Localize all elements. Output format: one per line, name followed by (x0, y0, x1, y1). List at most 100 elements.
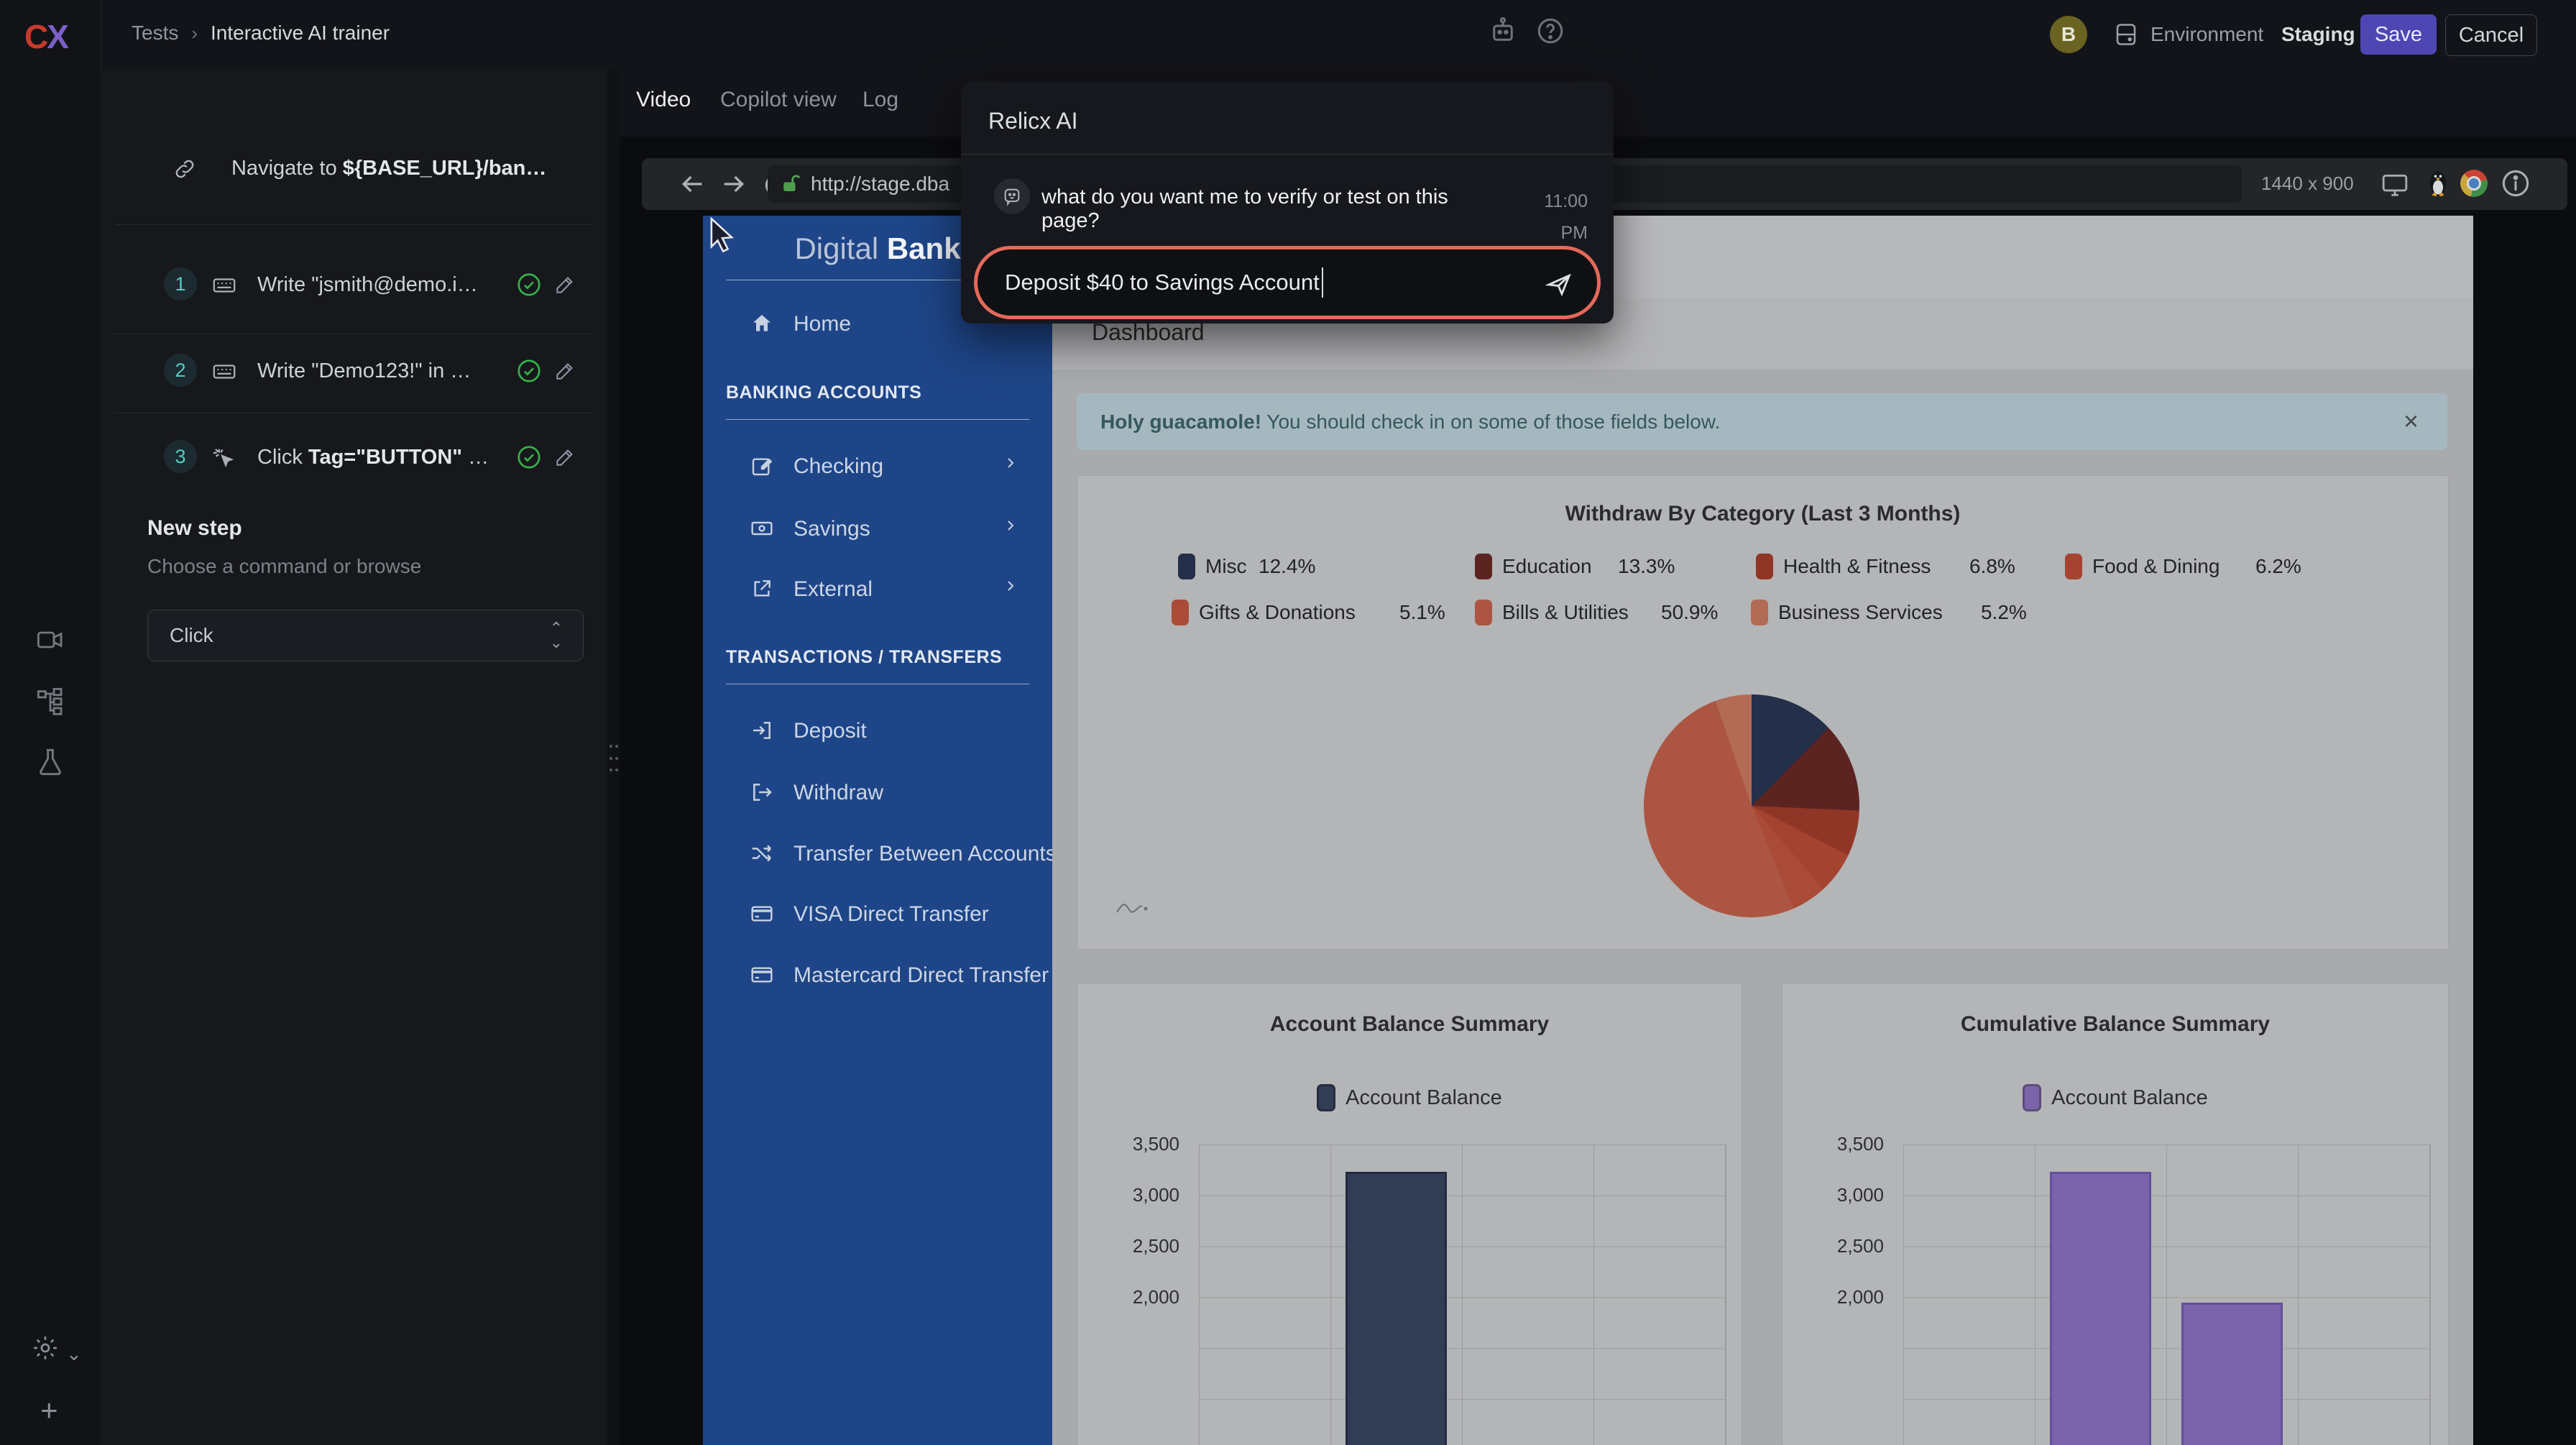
tab-copilot-view[interactable]: Copilot view (720, 88, 837, 111)
sidebar-item-mastercard-direct-transfer[interactable]: Mastercard Direct Transfer (703, 953, 1052, 996)
user-avatar[interactable]: B (2050, 16, 2087, 53)
chart-legend[interactable]: Account Balance (1077, 1084, 1742, 1111)
edit-pencil-icon[interactable] (553, 273, 576, 296)
legend-value: 5.1% (1399, 601, 1445, 623)
alert-banner: Holy guacamole! You should check in on s… (1077, 393, 2447, 450)
legend-value: 6.2% (2255, 555, 2301, 577)
video-camera-icon[interactable] (36, 625, 65, 654)
cumulative-balance-summary-card: Cumulative Balance Summary Account Balan… (1782, 983, 2449, 1445)
sidebar-item-transfer-between-accounts[interactable]: Transfer Between Accounts (703, 832, 1057, 875)
back-icon[interactable] (678, 170, 707, 198)
environment-value[interactable]: Staging (2281, 23, 2355, 45)
y-axis-tick: 2,000 (1836, 1286, 1884, 1308)
pen-square-icon (750, 454, 773, 477)
home-icon (750, 312, 773, 335)
legend-label[interactable]: Bills & Utilities (1502, 601, 1629, 623)
legend-label[interactable]: Food & Dining (2092, 555, 2220, 577)
ai-command-input[interactable]: Deposit $40 to Savings Account (974, 246, 1601, 319)
robot-icon[interactable] (1488, 16, 1518, 46)
external-link-icon (750, 577, 773, 600)
info-icon[interactable] (2501, 168, 2531, 198)
message-timestamp: 11:00 PM (1509, 185, 1588, 249)
sidebar-item-checking[interactable]: Checking (703, 444, 1052, 487)
legend-label: Account Balance (1346, 1086, 1502, 1109)
relicx-ai-dialog: Relicx AI what do you want me to verify … (961, 82, 1614, 324)
legend-label[interactable]: Health & Fitness (1783, 555, 1931, 577)
environment-server-icon (2113, 22, 2139, 47)
bot-message: what do you want me to verify or test on… (1041, 185, 1448, 232)
legend-swatch (1178, 554, 1195, 579)
tab-video[interactable]: Video (636, 88, 691, 111)
add-button[interactable]: + (40, 1393, 58, 1427)
dialog-title: Relicx AI (988, 108, 1078, 134)
cancel-button[interactable]: Cancel (2445, 14, 2537, 56)
cx-logo[interactable]: CX (24, 17, 69, 56)
linux-penguin-icon (2426, 168, 2450, 198)
tab-log[interactable]: Log (862, 88, 899, 111)
bot-avatar-icon (994, 178, 1030, 214)
step-row-3[interactable]: 3 Click Tag="BUTTON" … (101, 437, 607, 506)
chevron-down-icon[interactable]: ⌄ (66, 1343, 82, 1364)
edit-pencil-icon[interactable] (553, 359, 576, 382)
legend-swatch (2065, 554, 2082, 579)
y-axis-tick: 3,000 (1132, 1184, 1179, 1206)
bank-content: Holy guacamole! You should check in on s… (1052, 370, 2473, 1445)
recorded-app-viewport: Digital Bank Home BANKING ACCOUNTS Check… (703, 216, 2473, 1445)
sidebar-item-savings[interactable]: Savings (703, 507, 1052, 550)
command-select[interactable]: Click ⌃ ⌄ (147, 610, 584, 661)
sidebar-item-label: Savings (794, 517, 870, 541)
bar (1346, 1172, 1447, 1445)
forward-icon[interactable] (719, 170, 748, 198)
sidebar-item-label: Transfer Between Accounts (794, 842, 1057, 866)
sidebar-item-label: Mastercard Direct Transfer (794, 963, 1049, 987)
chart-title: Account Balance Summary (1269, 1012, 1550, 1036)
shuffle-icon (750, 842, 773, 865)
bank-logo[interactable]: Digital Bank (703, 231, 1052, 266)
drag-handle[interactable] (610, 745, 618, 778)
breadcrumb-tests-link[interactable]: Tests (132, 22, 179, 44)
save-button[interactable]: Save (2360, 14, 2437, 55)
legend-label[interactable]: Gifts & Donations (1199, 601, 1356, 623)
legend-label[interactable]: Business Services (1778, 601, 1943, 623)
legend-label[interactable]: Education (1502, 555, 1592, 577)
navigate-step[interactable]: Navigate to ${BASE_URL}/ban… (101, 148, 607, 217)
sidebar-section-transactions: TRANSACTIONS / TRANSFERS (726, 647, 1003, 667)
sign-in-icon (750, 719, 773, 742)
breadcrumb: Tests › Interactive AI trainer (132, 22, 390, 45)
sidebar-item-external[interactable]: External (703, 567, 1052, 610)
help-icon[interactable] (1535, 16, 1565, 46)
legend-swatch (1475, 554, 1492, 579)
divider (726, 419, 1029, 420)
legend-label[interactable]: Misc (1205, 555, 1247, 577)
edit-pencil-icon[interactable] (553, 446, 576, 469)
recorded-cursor-icon (706, 217, 739, 254)
chart-legend[interactable]: Account Balance (1782, 1084, 2448, 1111)
money-bill-icon (750, 517, 773, 540)
sidebar-item-home[interactable]: Home (703, 302, 1052, 345)
new-step-subtitle: Choose a command or browse (147, 555, 422, 577)
settings-gear-icon[interactable] (32, 1334, 59, 1362)
sidebar-item-deposit[interactable]: Deposit (703, 709, 1052, 752)
sidebar-item-visa-direct-transfer[interactable]: VISA Direct Transfer (703, 892, 1052, 935)
timestamp-meridiem: PM (1560, 223, 1588, 243)
flask-icon[interactable] (36, 748, 65, 776)
sitemap-icon[interactable] (36, 687, 65, 715)
navigate-step-target: ${BASE_URL}/ban… (342, 157, 547, 180)
alert-close-icon[interactable]: × (2403, 406, 2419, 436)
select-chevrons-icon: ⌃ ⌄ (549, 619, 563, 651)
keyboard-icon (212, 273, 236, 298)
sidebar-item-withdraw[interactable]: Withdraw (703, 771, 1052, 814)
link-icon (172, 157, 197, 181)
step-row-2[interactable]: 2 Write "Demo123!" in … (101, 351, 607, 420)
text-caret (1321, 267, 1323, 298)
monitor-icon[interactable] (2381, 171, 2409, 197)
send-icon[interactable] (1545, 271, 1573, 298)
y-axis-tick: 2,500 (1836, 1235, 1884, 1257)
test-steps-panel: Navigate to ${BASE_URL}/ban… 1 Write "js… (101, 69, 607, 1445)
legend-swatch (1172, 600, 1189, 625)
step-row-1[interactable]: 1 Write "jsmith@demo.i… (101, 265, 607, 334)
bar (2181, 1302, 2283, 1445)
unlock-icon (779, 173, 801, 195)
sidebar-item-label: Home (794, 312, 852, 336)
